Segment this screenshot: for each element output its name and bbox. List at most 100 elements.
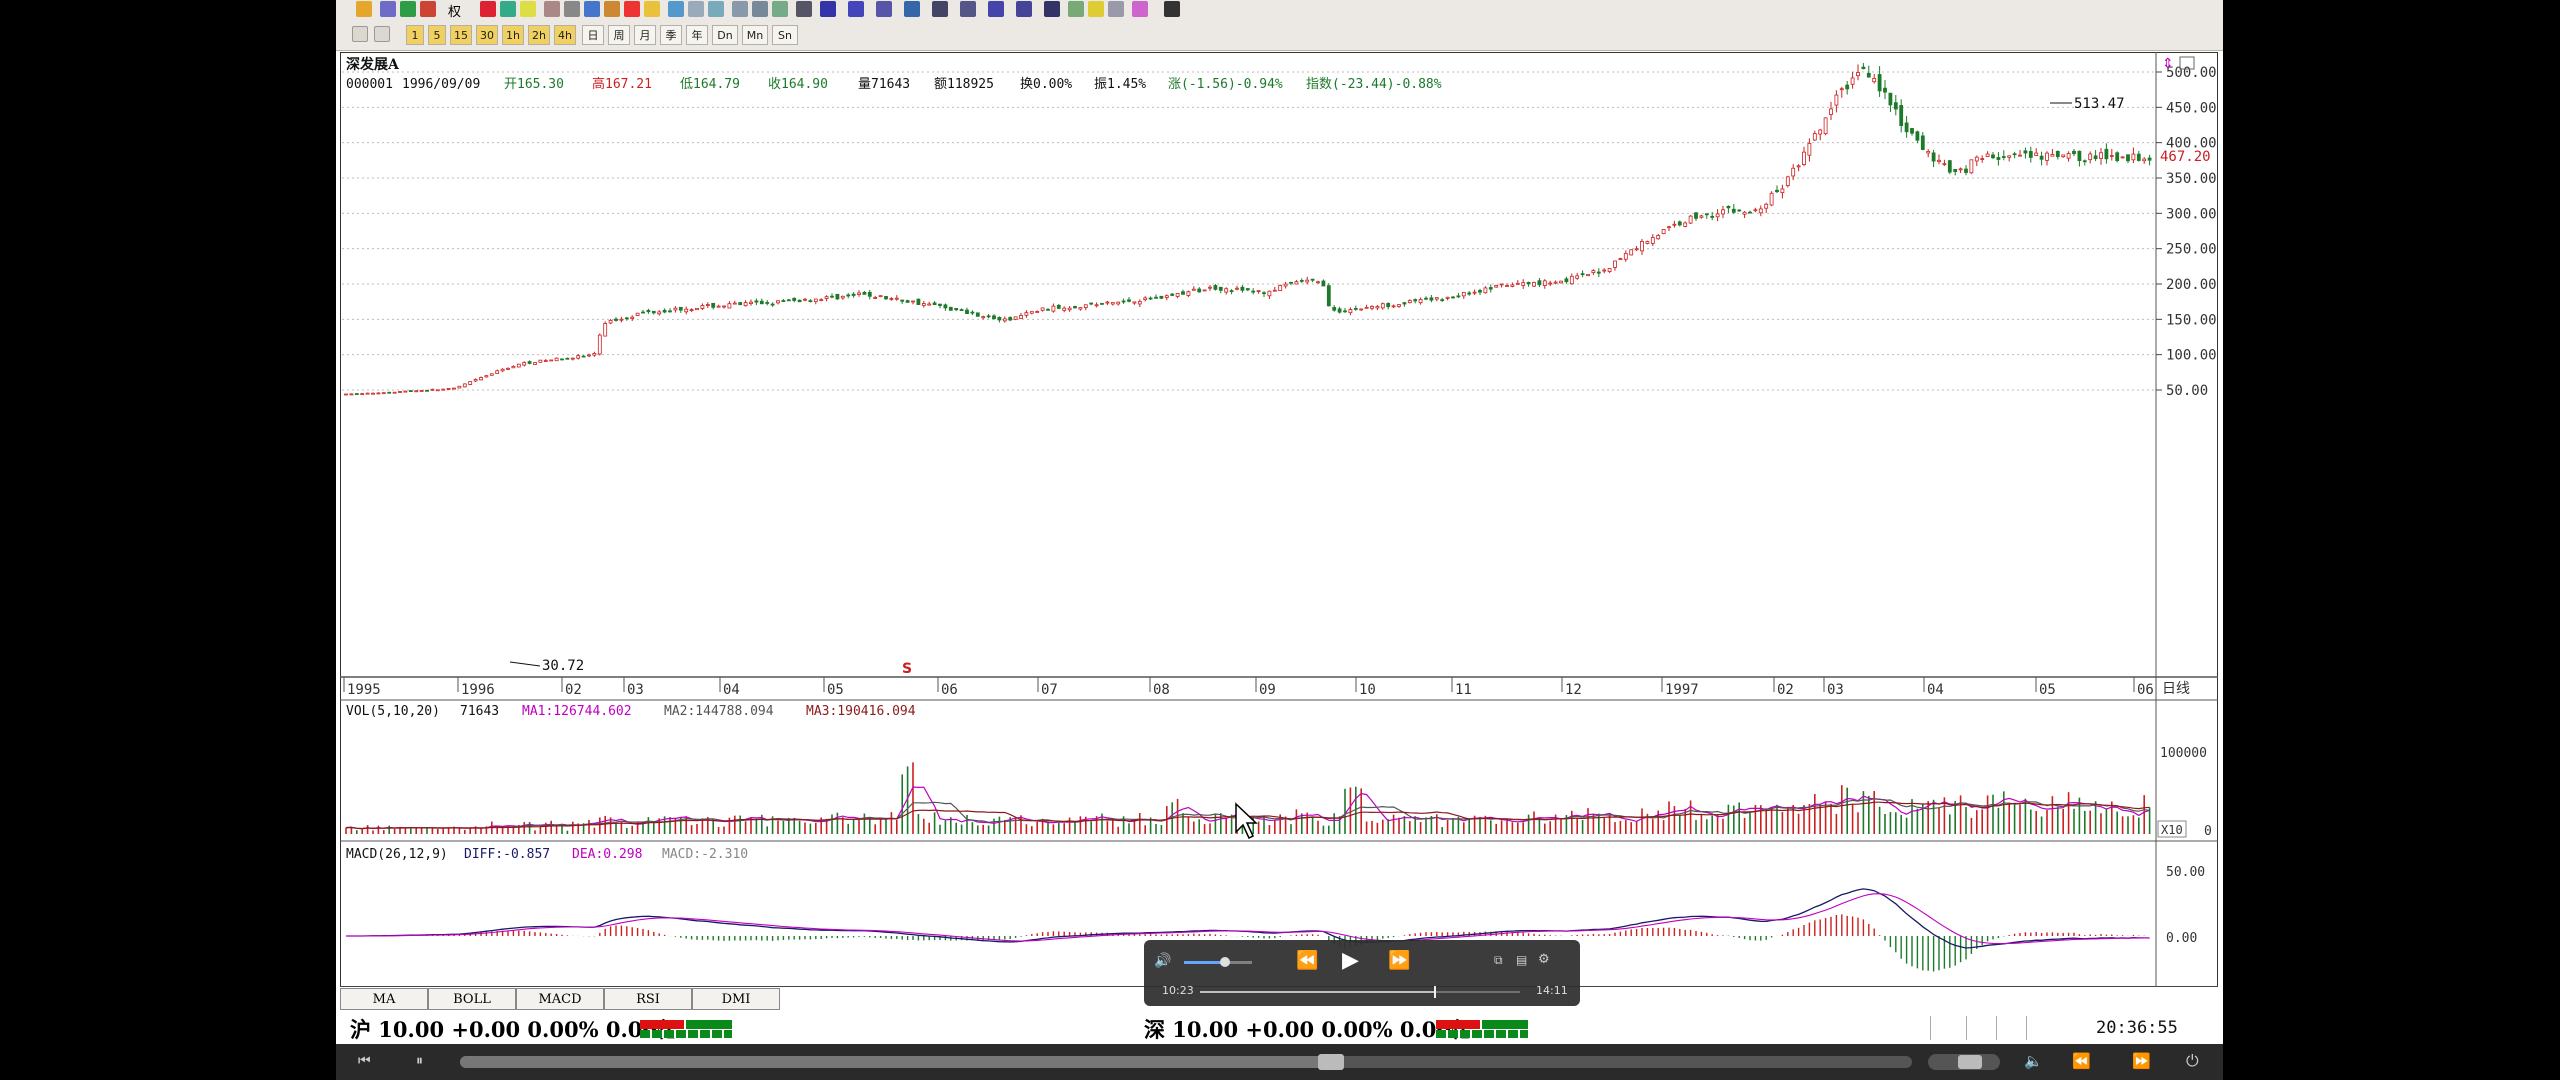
period-mn[interactable]: Mn <box>742 25 768 45</box>
period-sn[interactable]: Sn <box>772 25 798 45</box>
delete-icon[interactable] <box>420 1 436 17</box>
overlay-seek-track[interactable] <box>1200 986 1520 998</box>
time-tick-label: 05 <box>827 682 844 698</box>
speaker-icon[interactable]: 🔈 <box>2024 1052 2043 1070</box>
tab-ma[interactable]: MA <box>340 988 428 1010</box>
pause-icon[interactable]: ⏸ <box>416 1053 423 1069</box>
settings-icon[interactable] <box>604 1 620 17</box>
grid-icon[interactable] <box>688 1 704 17</box>
image-icon[interactable] <box>1068 1 1084 17</box>
tab-boll[interactable]: BOLL <box>428 988 516 1010</box>
volume-icon[interactable]: 🔊 <box>1154 953 1172 969</box>
tab-macd[interactable]: MACD <box>516 988 604 1010</box>
window-icon[interactable] <box>668 1 684 17</box>
overlay-forward-icon[interactable]: ⏩ <box>1388 950 1411 971</box>
alert-icon[interactable] <box>624 1 640 17</box>
period-month[interactable]: 月 <box>634 25 656 45</box>
period-2h[interactable]: 2h <box>528 25 550 45</box>
tab-rsi[interactable]: RSI <box>604 988 692 1010</box>
candle-body <box>867 291 872 297</box>
ellipse-icon[interactable] <box>1016 1 1032 17</box>
channel-icon[interactable] <box>960 1 976 17</box>
period-1min[interactable]: 1 <box>406 25 424 45</box>
candle-body <box>1132 301 1137 304</box>
candle-body <box>1569 275 1574 285</box>
camera-icon[interactable] <box>732 1 748 17</box>
candle-body <box>1148 297 1153 300</box>
crosshair-icon[interactable]: ⇕ <box>2162 56 2174 72</box>
candle-body <box>1985 153 1990 157</box>
period-dn[interactable]: Dn <box>712 25 738 45</box>
draw-icon[interactable] <box>480 1 496 17</box>
candle-body <box>1224 288 1229 293</box>
period-30min[interactable]: 30 <box>476 25 498 45</box>
gear-icon[interactable]: ⚙ <box>1538 952 1550 967</box>
pencil-icon[interactable] <box>644 1 660 17</box>
trendline-icon[interactable] <box>820 1 836 17</box>
kline-icon[interactable] <box>352 26 368 42</box>
line-icon[interactable] <box>772 1 788 17</box>
player-seek-track[interactable] <box>460 1054 1912 1070</box>
rect-icon[interactable] <box>988 1 1004 17</box>
ruler-icon[interactable] <box>1108 1 1124 17</box>
candle-body <box>495 370 500 374</box>
fib-icon[interactable] <box>904 1 920 17</box>
candle-body <box>1310 278 1315 281</box>
player-volume-track[interactable] <box>1928 1054 2000 1070</box>
save-icon[interactable] <box>1164 1 1180 17</box>
rewind-icon[interactable]: ⏪ <box>2072 1052 2091 1070</box>
overlay-rewind-icon[interactable]: ⏪ <box>1296 950 1319 971</box>
add-icon[interactable] <box>400 1 416 17</box>
candle-body <box>1542 280 1547 286</box>
arrow-icon[interactable] <box>932 1 948 17</box>
overlay-volume-track[interactable] <box>1184 957 1252 967</box>
period-5min[interactable]: 5 <box>428 25 446 45</box>
overlay-play-icon[interactable]: ▶ <box>1342 948 1359 973</box>
forward-icon[interactable]: ⏩ <box>2132 1052 2151 1070</box>
indicator-icon[interactable] <box>500 1 516 17</box>
candle-body <box>1683 222 1688 227</box>
layout-icon[interactable] <box>708 1 724 17</box>
note-icon[interactable] <box>520 1 536 17</box>
candle-body <box>1424 297 1428 300</box>
period-day[interactable]: 日 <box>582 25 604 45</box>
period-4h[interactable]: 4h <box>554 25 576 45</box>
period-1h[interactable]: 1h <box>502 25 524 45</box>
eraser-icon[interactable] <box>1088 1 1104 17</box>
player-seek-thumb[interactable] <box>1318 1054 1345 1070</box>
power-icon[interactable]: ⏻ <box>2186 1051 2199 1070</box>
menu-icon[interactable]: ▤ <box>1516 953 1528 967</box>
candle-body <box>554 357 559 362</box>
candle-body <box>1688 215 1693 224</box>
calc-icon[interactable] <box>752 1 768 17</box>
candle-body <box>387 391 392 394</box>
pip-icon[interactable]: ⧉ <box>1494 953 1503 967</box>
candle-body <box>743 302 748 307</box>
search-icon[interactable] <box>584 1 600 17</box>
period-select[interactable]: 权 <box>448 5 462 20</box>
current-price-label: 467.20 <box>2160 149 2211 165</box>
prev-icon[interactable]: ⏮ <box>358 1053 371 1069</box>
period-week[interactable]: 周 <box>608 25 630 45</box>
candle-body <box>1704 213 1709 216</box>
chart-icon[interactable] <box>380 1 396 17</box>
candle-body <box>1121 300 1126 303</box>
maximize-panel-icon[interactable] <box>2179 56 2195 70</box>
cursor-icon[interactable] <box>796 1 812 17</box>
copy-icon[interactable] <box>564 1 580 17</box>
print-icon[interactable] <box>544 1 560 17</box>
chart-area[interactable]: 500.00 450.00 400.00 350.00 300.00 250.00 200.… <box>340 52 2218 987</box>
color-icon[interactable] <box>1132 1 1148 17</box>
text-icon[interactable] <box>1044 1 1060 17</box>
candle-body <box>830 295 834 298</box>
period-year[interactable]: 年 <box>686 25 708 45</box>
open-icon[interactable] <box>356 1 372 17</box>
period-quarter[interactable]: 季 <box>660 25 682 45</box>
bars-icon[interactable] <box>876 1 892 17</box>
candle-body <box>1694 212 1698 219</box>
trend-icon[interactable] <box>374 26 390 42</box>
period-15min[interactable]: 15 <box>450 25 472 45</box>
hline-icon[interactable] <box>848 1 864 17</box>
tab-dmi[interactable]: DMI <box>692 988 780 1010</box>
candle-body <box>457 385 462 389</box>
